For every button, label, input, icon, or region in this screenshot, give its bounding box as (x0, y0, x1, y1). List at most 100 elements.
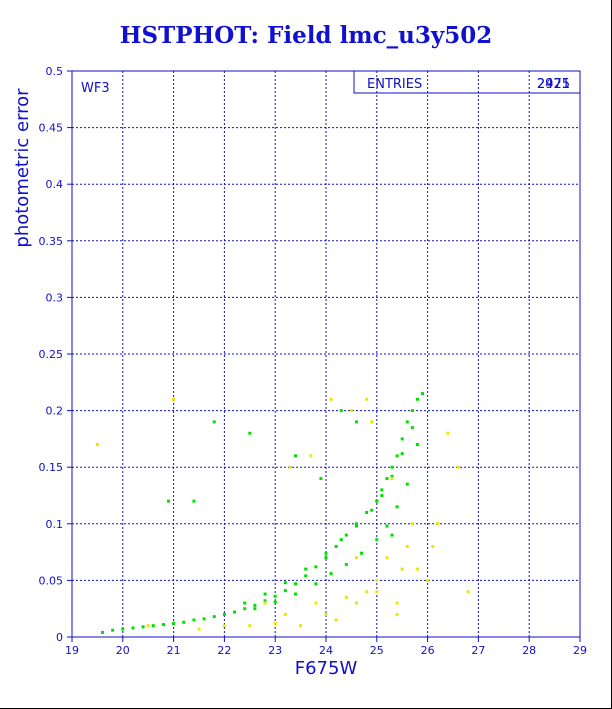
data-point-green (390, 465, 394, 469)
y-tick-label: 0.3 (46, 291, 64, 304)
chart-title: HSTPHOT: Field lmc_u3y502 (119, 22, 493, 49)
x-tick-label: 26 (421, 644, 435, 657)
data-point-green (212, 615, 216, 619)
x-tick-label: 27 (471, 644, 485, 657)
data-point-yellow (95, 443, 99, 447)
data-point-green (314, 565, 318, 569)
data-point-green (182, 620, 186, 624)
data-point-green (294, 582, 298, 586)
data-point-green (410, 409, 414, 413)
y-tick-label: 0.1 (46, 518, 64, 531)
y-tick-label: 0.05 (39, 574, 64, 587)
data-point-yellow (349, 409, 353, 413)
data-point-green (324, 556, 328, 560)
data-point-green (370, 508, 374, 512)
grid-lines (72, 71, 580, 637)
data-point-green (283, 589, 287, 593)
data-point-yellow (324, 612, 328, 616)
data-point-green (131, 626, 135, 630)
data-point-green (151, 624, 155, 628)
data-point-green (405, 420, 409, 424)
chip-label: WF3 (81, 81, 110, 96)
data-point-green (344, 563, 348, 567)
data-point-yellow (375, 578, 379, 582)
x-tick-label: 28 (522, 644, 536, 657)
data-point-green (395, 505, 399, 509)
data-point-green (294, 454, 298, 458)
data-point-green (380, 494, 384, 497)
data-point-green (314, 582, 318, 586)
data-point-yellow (222, 624, 226, 628)
data-point-yellow (431, 544, 435, 548)
data-point-yellow (248, 624, 252, 628)
data-point-green (390, 474, 394, 478)
data-point-green (243, 607, 247, 611)
data-point-yellow (466, 590, 470, 594)
x-axis-title: F675W (295, 658, 358, 679)
data-point-green (410, 426, 414, 430)
data-point-yellow (365, 397, 369, 401)
data-point-yellow (334, 618, 338, 622)
data-point-green (243, 601, 247, 605)
data-point-yellow (344, 595, 348, 599)
data-point-yellow (436, 522, 440, 526)
data-point-yellow (354, 556, 358, 560)
data-point-yellow (426, 578, 430, 582)
data-point-yellow (446, 431, 450, 435)
stats-entries-label: ENTRIES (367, 77, 422, 92)
data-point-green (202, 617, 206, 621)
data-point-yellow (354, 601, 358, 605)
y-tick-label: 0.4 (46, 178, 64, 191)
data-point-green (329, 572, 333, 576)
data-point-green (167, 499, 171, 503)
data-point-green (121, 627, 125, 631)
data-point-green (354, 420, 358, 424)
data-point-yellow (365, 590, 369, 594)
data-point-green (248, 431, 252, 435)
data-point-green (339, 409, 343, 413)
data-point-green (390, 533, 394, 537)
data-point-green (344, 533, 348, 537)
data-point-yellow (329, 397, 333, 401)
data-point-yellow (172, 397, 176, 401)
data-point-yellow (385, 556, 389, 560)
y-axis-ticks: 0 0.05 0.1 0.15 0.2 0.25 0.3 0.35 0.4 0.45 0.5 (39, 65, 72, 644)
x-tick-label: 21 (167, 644, 181, 657)
data-points (95, 392, 470, 634)
data-point-yellow (395, 601, 399, 605)
data-point-green (415, 443, 419, 447)
data-point-green (253, 603, 257, 607)
data-point-green (324, 551, 328, 555)
data-point-green (141, 625, 145, 629)
data-point-green (233, 610, 237, 614)
y-tick-label: 0.2 (46, 405, 64, 418)
data-point-yellow (390, 477, 394, 481)
stats-box-border (353, 70, 581, 94)
x-axis-ticks: 19 20 21 22 23 24 25 26 27 28 29 (65, 637, 587, 657)
y-tick-label: 0.25 (39, 348, 64, 361)
data-point-green (334, 544, 338, 548)
data-point-green (111, 628, 115, 632)
y-tick-label: 0.15 (39, 461, 64, 474)
data-point-green (400, 437, 404, 441)
data-point-green (385, 477, 389, 481)
data-point-green (354, 524, 358, 528)
data-point-green (380, 488, 384, 492)
x-tick-label: 19 (65, 644, 79, 657)
stats-entries-value: 2471 (537, 77, 570, 92)
data-point-yellow (370, 420, 374, 424)
data-point-green (360, 551, 364, 555)
data-point-green (161, 623, 165, 627)
data-point-green (385, 524, 389, 528)
data-point-green (365, 510, 369, 514)
data-point-green (339, 538, 343, 542)
x-tick-label: 23 (268, 644, 282, 657)
x-tick-label: 20 (116, 644, 130, 657)
x-tick-label: 29 (573, 644, 587, 657)
data-point-green (415, 397, 419, 401)
data-point-green (263, 592, 267, 596)
x-tick-label: 22 (217, 644, 231, 657)
data-point-yellow (288, 465, 292, 469)
data-point-yellow (263, 601, 267, 605)
stats-box: ENTRIES 2925 2471 (353, 70, 581, 94)
